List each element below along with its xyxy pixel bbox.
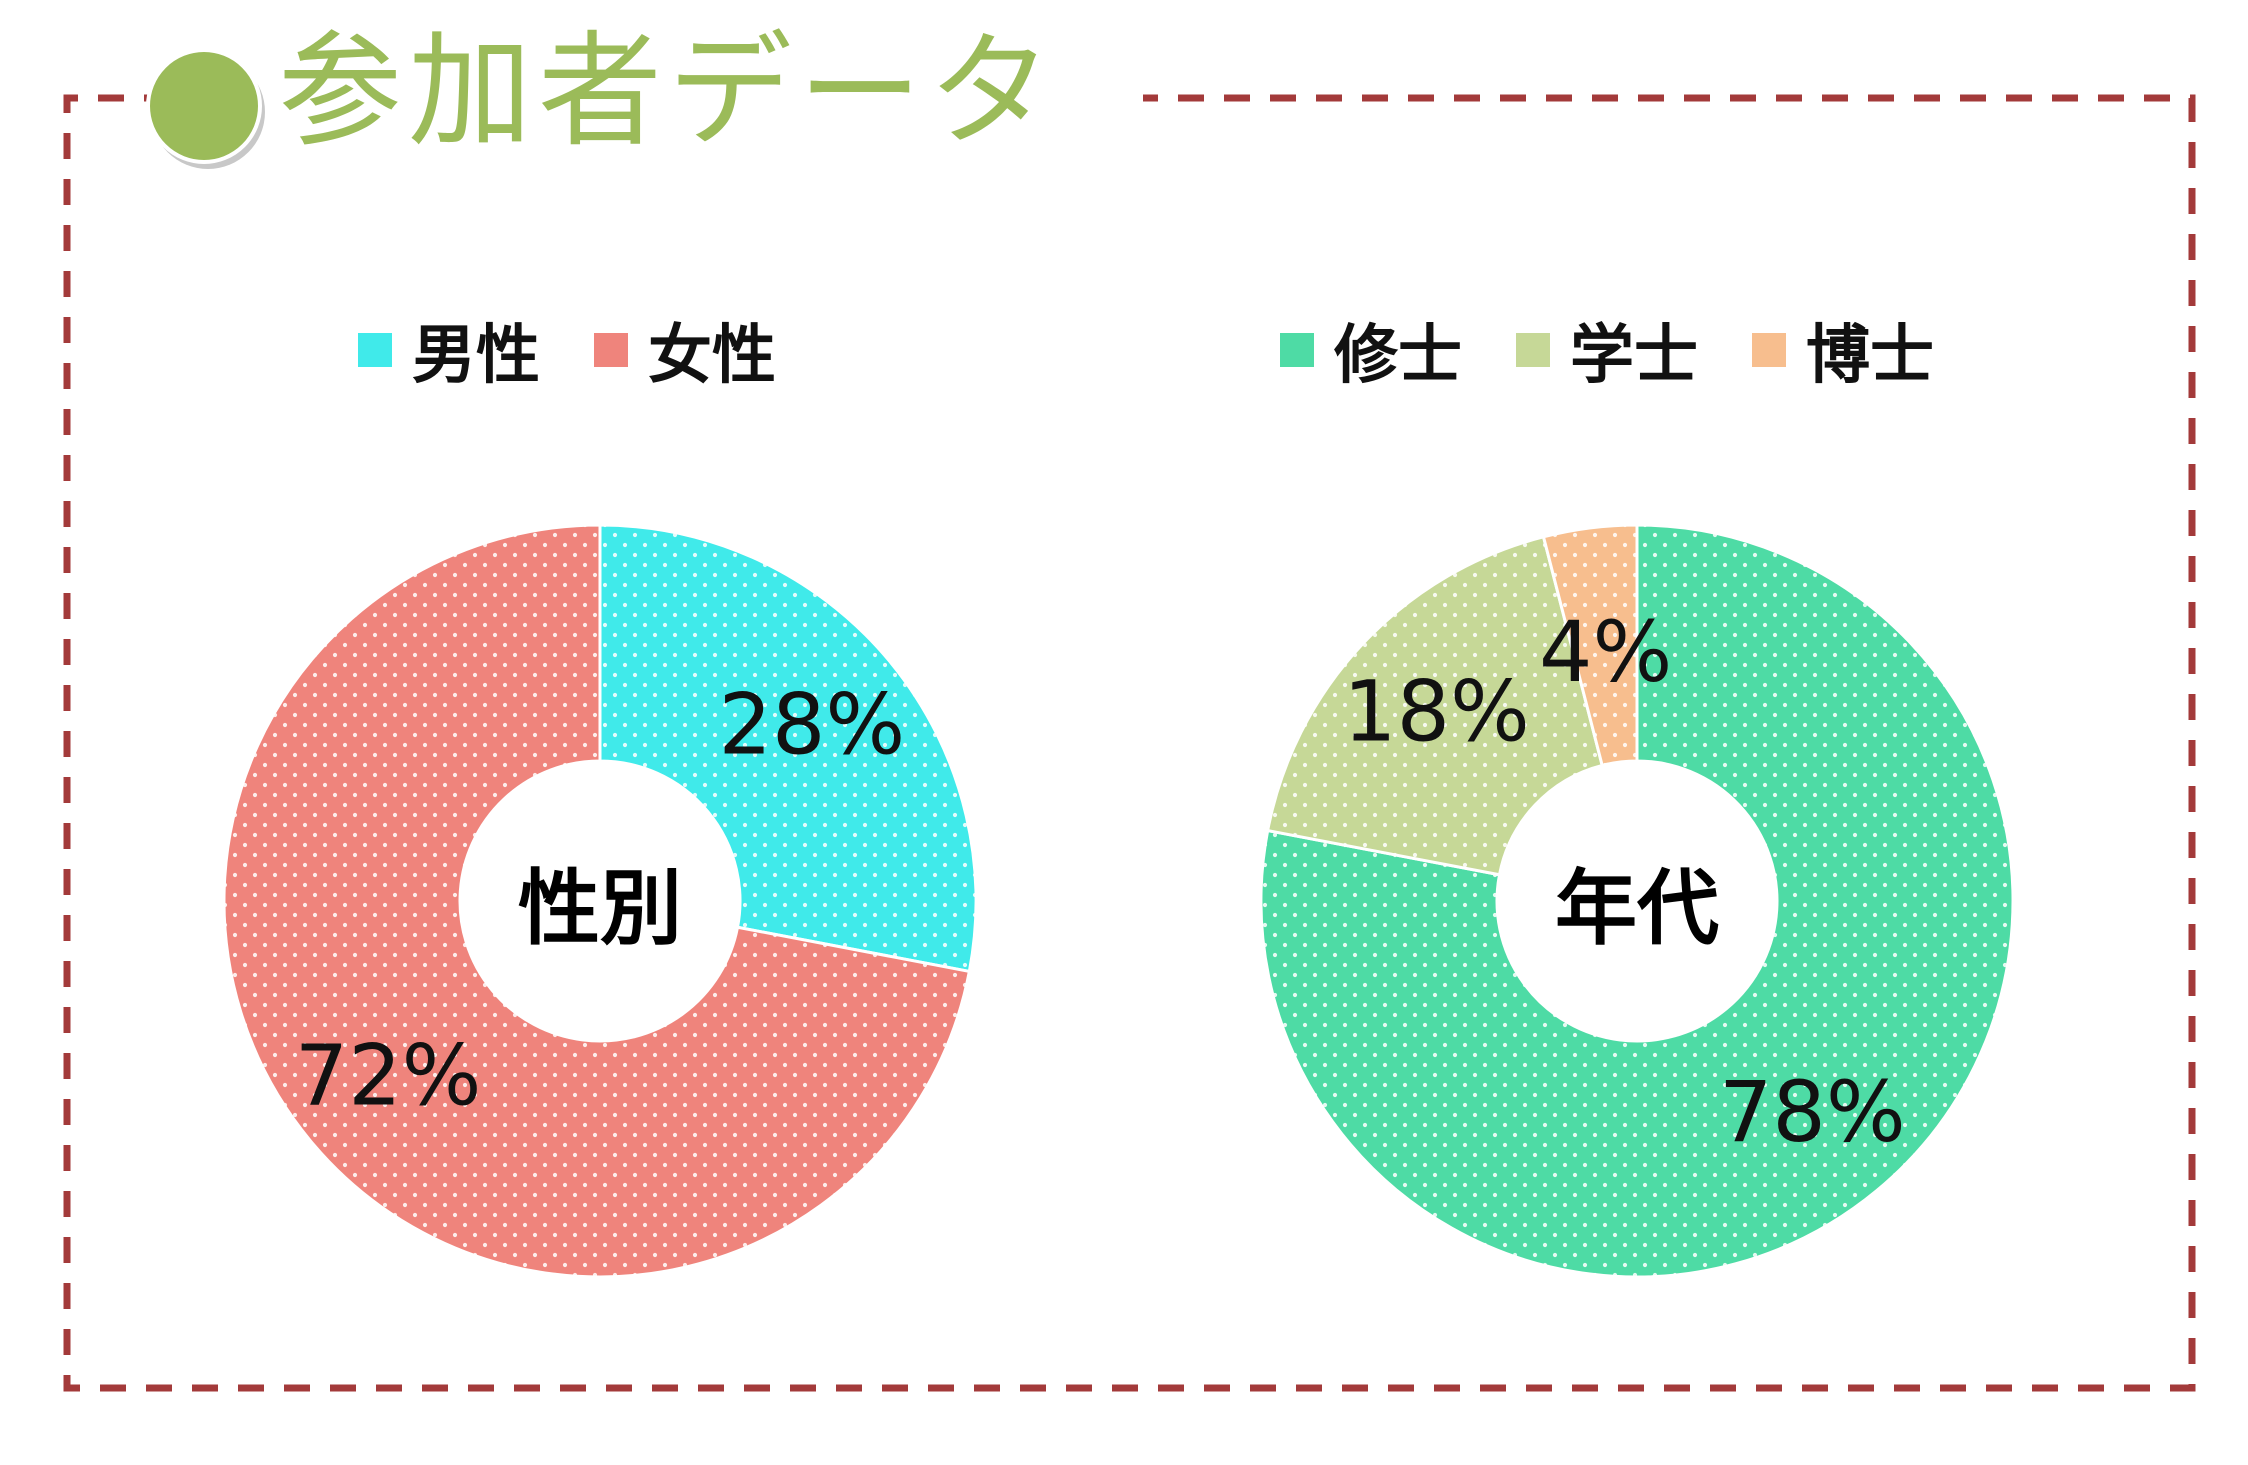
donut-slice-pattern <box>600 525 977 972</box>
legend-swatch <box>1280 333 1314 367</box>
legend-item: 学士 <box>1516 304 1698 396</box>
legend-label: 博士 <box>1806 319 1934 393</box>
data-label: 72% <box>295 1026 482 1124</box>
page-title: 参加者データ <box>278 20 1059 164</box>
legend-item: 男性 <box>358 304 540 396</box>
gender-donut-chart: 28% 72% <box>222 523 978 1279</box>
data-label: 28% <box>719 676 906 774</box>
degree-center-label: 年代 <box>1554 861 1720 957</box>
degree-legend: 修士 学士 博士 <box>1280 304 1988 396</box>
title-bullet-icon <box>146 48 262 164</box>
data-label: 4% <box>1539 603 1672 701</box>
legend-label: 学士 <box>1570 319 1698 393</box>
degree-donut-chart: 78% 18%4% <box>1259 523 2015 1279</box>
legend-item: 女性 <box>594 304 776 396</box>
legend-swatch <box>594 333 628 367</box>
legend-item: 博士 <box>1752 304 1934 396</box>
donut-slice-pattern <box>1261 525 2013 1278</box>
legend-swatch <box>1516 333 1550 367</box>
legend-label: 修士 <box>1334 319 1462 393</box>
gender-center-label: 性別 <box>517 861 683 957</box>
gender-legend: 男性 女性 <box>358 304 830 396</box>
legend-swatch <box>358 333 392 367</box>
legend-label: 男性 <box>412 319 540 393</box>
legend-swatch <box>1752 333 1786 367</box>
data-label: 78% <box>1719 1063 1906 1161</box>
donut-slice-pattern <box>1267 536 1603 875</box>
data-label: 18% <box>1343 663 1530 761</box>
donut-slice-pattern <box>223 525 970 1277</box>
frame-border <box>63 94 2196 1392</box>
legend-label: 女性 <box>648 319 776 393</box>
donut-slice-pattern <box>1543 525 1637 766</box>
legend-item: 修士 <box>1280 304 1462 396</box>
